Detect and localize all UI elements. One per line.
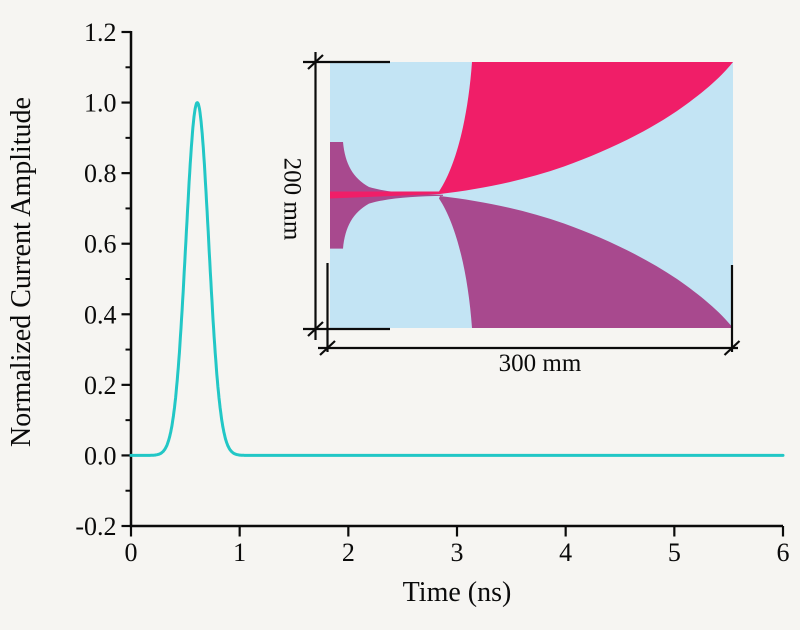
- y-tick-label: 0.6: [84, 230, 117, 259]
- y-tick-label: 0.8: [84, 159, 117, 188]
- antenna-top-flare-and-feedline: [330, 62, 733, 199]
- x-tick-label: 6: [777, 538, 790, 567]
- y-axis-tick-labels: -0.2 0.0 0.2 0.4 0.6 0.8 1.0 1.2: [75, 18, 116, 541]
- dimension-slash-left: [319, 340, 336, 356]
- x-tick-label: 2: [342, 538, 355, 567]
- x-axis-tick-labels: 0 1 2 3 4 5 6: [125, 538, 790, 567]
- main-axes: -0.2 0.0 0.2 0.4 0.6 0.8 1.0 1.2 0 1 2 3 4 5 6 Normal…: [6, 18, 790, 608]
- y-axis-title: Normalized Current Amplitude: [6, 97, 37, 447]
- pulse-curve: [129, 101, 785, 457]
- y-axis-major-ticks: [121, 30, 131, 528]
- y-axis-minor-ticks: [125, 66, 131, 492]
- dimension-slash-bottom: [307, 321, 324, 337]
- width-dimension-label: 300 mm: [499, 350, 582, 377]
- dimension-slash-top: [307, 54, 324, 70]
- x-tick-label: 5: [668, 538, 681, 567]
- y-tick-label: 1.2: [84, 18, 117, 47]
- dimension-slash-right: [723, 340, 741, 356]
- height-dimension-label: 200 mm: [279, 158, 306, 241]
- antenna-inset: [330, 62, 733, 328]
- y-tick-label: 1.0: [84, 89, 117, 118]
- x-tick-label: 0: [125, 538, 138, 567]
- y-tick-label: -0.2: [75, 512, 116, 541]
- y-tick-label: 0.0: [84, 441, 117, 470]
- x-tick-label: 4: [559, 538, 572, 567]
- x-tick-label: 1: [233, 538, 246, 567]
- x-tick-label: 3: [451, 538, 464, 567]
- inset-dimension-lines: [303, 52, 741, 356]
- y-tick-label: 0.2: [84, 371, 117, 400]
- x-axis-title: Time (ns): [403, 577, 512, 608]
- y-tick-label: 0.4: [84, 300, 117, 329]
- antenna-bottom-flare: [439, 196, 733, 328]
- x-axis-major-ticks: [129, 526, 785, 537]
